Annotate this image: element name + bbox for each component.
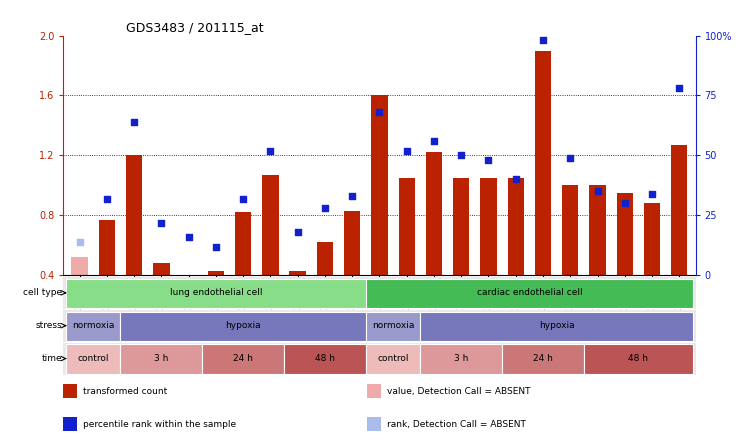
Bar	[344, 211, 360, 275]
Point	[455, 152, 467, 159]
Bar	[453, 178, 469, 275]
Bar	[426, 152, 442, 275]
Bar	[66, 345, 121, 374]
Text: 3 h: 3 h	[154, 354, 169, 363]
Bar	[99, 220, 115, 275]
Bar	[121, 312, 366, 341]
Bar	[63, 417, 77, 431]
Point	[564, 154, 576, 161]
Text: control: control	[377, 354, 408, 363]
Text: 24 h: 24 h	[533, 354, 553, 363]
Text: time: time	[42, 354, 62, 363]
Bar	[235, 212, 251, 275]
Point	[292, 229, 304, 236]
Bar	[584, 345, 693, 374]
Bar	[617, 193, 633, 275]
Text: control: control	[77, 354, 109, 363]
Text: normoxia: normoxia	[72, 321, 115, 330]
Bar	[535, 51, 551, 275]
Text: transformed count: transformed count	[83, 387, 167, 396]
Bar	[289, 271, 306, 275]
Text: value, Detection Call = ABSENT: value, Detection Call = ABSENT	[387, 387, 530, 396]
Point	[346, 193, 358, 200]
Bar	[317, 242, 333, 275]
Point	[128, 118, 140, 125]
Point	[591, 188, 603, 195]
Bar	[153, 263, 170, 275]
Bar	[262, 175, 278, 275]
Bar	[71, 257, 88, 275]
Text: 24 h: 24 h	[233, 354, 253, 363]
Point	[210, 243, 222, 250]
Bar	[420, 312, 693, 341]
Bar	[507, 178, 524, 275]
Text: percentile rank within the sample: percentile rank within the sample	[83, 420, 237, 428]
Bar	[371, 95, 388, 275]
Point	[319, 205, 331, 212]
Bar	[66, 279, 366, 308]
Text: 48 h: 48 h	[315, 354, 335, 363]
Text: normoxia: normoxia	[372, 321, 414, 330]
Bar	[208, 271, 224, 275]
Bar	[589, 185, 606, 275]
Bar	[366, 279, 693, 308]
Text: 3 h: 3 h	[454, 354, 469, 363]
Bar	[66, 312, 121, 341]
Bar	[366, 312, 420, 341]
Point	[537, 37, 549, 44]
Bar	[367, 384, 381, 398]
Point	[373, 109, 385, 116]
Point	[264, 147, 276, 154]
Bar	[63, 384, 77, 398]
Bar	[126, 155, 142, 275]
Text: 48 h: 48 h	[629, 354, 649, 363]
Point	[237, 195, 249, 202]
Text: lung endothelial cell: lung endothelial cell	[170, 288, 262, 297]
Text: cell type: cell type	[23, 288, 62, 297]
Point	[101, 195, 113, 202]
Bar	[399, 178, 415, 275]
Point	[428, 138, 440, 145]
Bar	[202, 345, 284, 374]
Point	[74, 238, 86, 245]
Point	[510, 176, 522, 183]
Text: GDS3483 / 201115_at: GDS3483 / 201115_at	[126, 21, 264, 34]
Text: hypoxia: hypoxia	[539, 321, 574, 330]
Bar	[481, 178, 497, 275]
Bar	[562, 185, 578, 275]
Point	[155, 219, 167, 226]
Text: stress: stress	[36, 321, 62, 330]
Bar	[644, 203, 660, 275]
Bar	[502, 345, 584, 374]
Bar	[367, 417, 381, 431]
Point	[183, 234, 195, 241]
Bar	[420, 345, 502, 374]
Bar	[284, 345, 366, 374]
Text: cardiac endothelial cell: cardiac endothelial cell	[477, 288, 582, 297]
Text: hypoxia: hypoxia	[225, 321, 261, 330]
Bar	[121, 345, 202, 374]
Point	[646, 190, 658, 197]
Text: rank, Detection Call = ABSENT: rank, Detection Call = ABSENT	[387, 420, 526, 428]
Point	[401, 147, 413, 154]
Point	[619, 200, 631, 207]
Point	[673, 85, 685, 92]
Bar	[366, 345, 420, 374]
Bar	[671, 145, 687, 275]
Point	[483, 157, 495, 164]
